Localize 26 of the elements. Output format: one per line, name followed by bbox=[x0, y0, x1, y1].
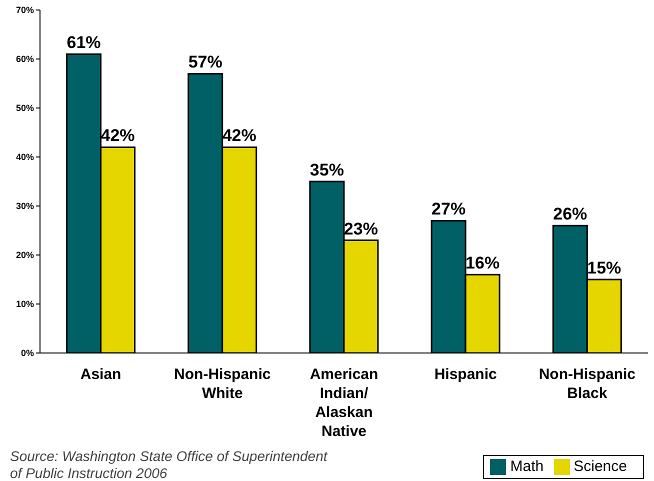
y-tick-label: 10% bbox=[16, 299, 34, 310]
data-label: 35% bbox=[310, 160, 344, 180]
y-tick-label: 0% bbox=[20, 348, 34, 358]
legend-label: Science bbox=[574, 458, 627, 475]
data-label: 42% bbox=[100, 126, 135, 146]
y-tick-label: 40% bbox=[16, 152, 34, 162]
data-label: 23% bbox=[344, 219, 378, 238]
data-label: 16% bbox=[466, 254, 500, 273]
data-label: 57% bbox=[188, 52, 222, 72]
data-label: 27% bbox=[432, 200, 466, 219]
source-note: Source: Washington State Office of Superintendent of Public Instruction 2006 bbox=[10, 448, 329, 481]
data-label: 42% bbox=[222, 126, 256, 146]
x-tick-label: Hispanic bbox=[434, 366, 497, 383]
x-tick-label: Non-Hispanic White bbox=[174, 366, 271, 402]
y-tick-label: 20% bbox=[16, 250, 34, 260]
data-label: 61% bbox=[66, 33, 101, 52]
y-tick-label: 30% bbox=[16, 201, 34, 212]
y-tick-label: 50% bbox=[16, 103, 34, 114]
y-tick-label: 70% bbox=[16, 5, 34, 16]
data-label: 15% bbox=[587, 258, 622, 278]
x-tick-label: Asian bbox=[80, 366, 122, 383]
x-tick-label: American Indian/ Alaskan Native bbox=[310, 366, 378, 440]
data-label: 26% bbox=[553, 204, 588, 224]
x-tick-label: Non-Hispanic Black bbox=[538, 366, 636, 402]
y-tick-label: 60% bbox=[16, 54, 34, 64]
legend-label: Math bbox=[510, 458, 544, 475]
